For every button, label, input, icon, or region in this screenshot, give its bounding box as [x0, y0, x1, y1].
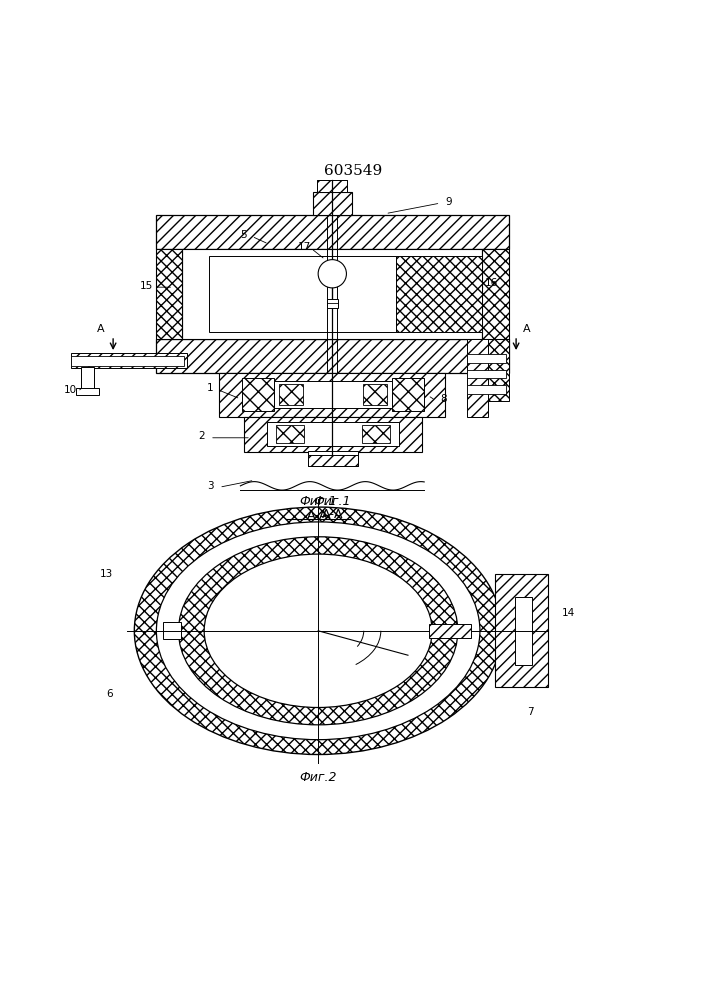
Ellipse shape — [156, 522, 480, 740]
Bar — [182, 249, 482, 339]
Bar — [242, 378, 274, 411]
Bar — [467, 354, 506, 363]
Text: 16: 16 — [485, 278, 498, 288]
Text: 17: 17 — [298, 242, 310, 252]
Bar — [209, 256, 396, 332]
Bar — [219, 373, 445, 417]
Bar — [495, 574, 548, 687]
Ellipse shape — [178, 537, 458, 725]
Bar — [71, 353, 187, 368]
Text: 6: 6 — [107, 689, 113, 699]
Text: А: А — [98, 324, 105, 334]
Bar — [482, 249, 509, 339]
Bar — [308, 455, 358, 466]
Text: 1: 1 — [206, 383, 214, 393]
Bar — [274, 381, 392, 408]
Bar — [267, 422, 399, 446]
Text: 5: 5 — [240, 230, 247, 240]
Bar — [327, 299, 338, 308]
Bar — [244, 417, 422, 452]
Bar — [317, 180, 347, 192]
Bar — [71, 356, 184, 366]
Text: 603549: 603549 — [325, 164, 382, 178]
Text: 14: 14 — [562, 608, 575, 618]
Bar — [156, 215, 509, 249]
Bar — [163, 622, 180, 639]
Bar — [317, 180, 347, 192]
Text: Фиг.1: Фиг.1 — [313, 495, 351, 508]
Bar — [515, 597, 532, 665]
Bar — [308, 451, 358, 466]
Text: α- dα: α- dα — [343, 658, 366, 667]
Text: α: α — [332, 672, 338, 681]
Bar — [276, 425, 304, 443]
Text: 7: 7 — [527, 707, 534, 717]
Bar — [313, 192, 352, 215]
Text: А-А: А-А — [308, 509, 329, 522]
Bar — [467, 370, 506, 378]
Circle shape — [318, 260, 346, 288]
Bar — [482, 339, 509, 401]
Text: Фиг.2: Фиг.2 — [299, 771, 337, 784]
Text: 8: 8 — [440, 394, 448, 404]
Ellipse shape — [134, 507, 502, 755]
Bar — [279, 384, 303, 405]
Text: 10: 10 — [64, 385, 77, 395]
Text: А: А — [523, 324, 530, 334]
Bar — [467, 385, 506, 394]
Text: 3: 3 — [207, 481, 214, 491]
Text: 9: 9 — [445, 197, 452, 207]
Bar — [81, 367, 94, 390]
Bar — [156, 339, 509, 373]
Bar — [428, 624, 471, 638]
Bar — [76, 388, 99, 395]
Bar — [156, 249, 182, 339]
Bar — [363, 384, 387, 405]
Text: 13: 13 — [100, 569, 113, 579]
Bar — [362, 425, 390, 443]
Ellipse shape — [204, 554, 432, 708]
Bar — [467, 339, 488, 417]
Bar — [396, 256, 482, 332]
Text: 15: 15 — [140, 281, 153, 291]
Text: А-А: А-А — [322, 508, 343, 521]
Bar — [392, 378, 424, 411]
Text: Фиг.1: Фиг.1 — [299, 495, 337, 508]
Text: 2: 2 — [198, 431, 205, 441]
